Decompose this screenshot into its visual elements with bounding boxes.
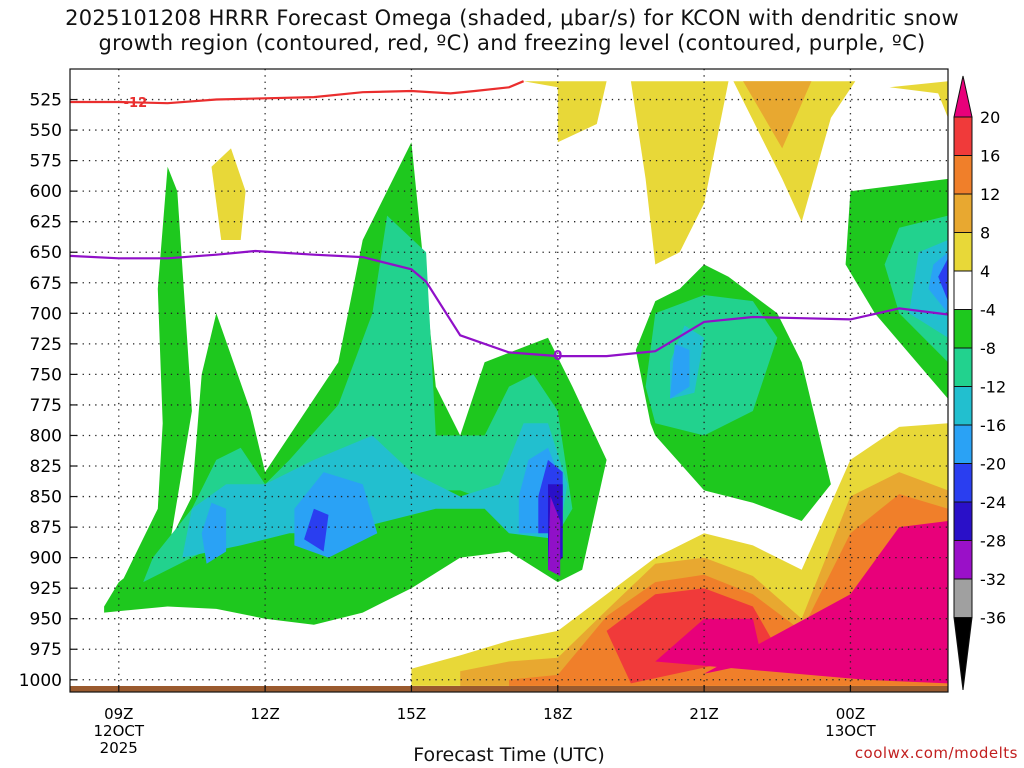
omega-region-4-10 [211,148,246,240]
y-tick-label-975: 975 [30,640,62,660]
x-tick-label-00Z: 00Z [836,705,865,723]
colorbar-swatch-4 [953,232,973,272]
colorbar-swatch-3 [953,193,973,233]
colorbar-bottom-arrow [953,617,973,691]
omega-region-8-8 [743,81,812,149]
dgz-contour-label: -12 [124,96,147,111]
colorbar-swatch-2 [953,155,973,195]
x-tick-label-18Z: 18Z [543,705,572,723]
x-tick-label-09Z: 09Z [104,705,133,723]
ground-strip [70,686,948,692]
colorbar-label--8: -8 [980,339,996,358]
y-tick-label-875: 875 [30,518,62,538]
x-tick-label-12Z: 12Z [250,705,279,723]
colorbar-label-8: 8 [980,224,990,243]
colorbar-label--16: -16 [980,416,1006,435]
omega-region--12-18 [182,423,568,558]
y-tick-label-550: 550 [30,121,62,141]
x-tick-label-21Z: 21Z [689,705,718,723]
omega-region--8-16 [645,295,778,436]
y-tick-label-725: 725 [30,335,62,355]
y-tick-label-700: 700 [30,304,62,324]
colorbar-label-20: 20 [980,108,1000,127]
dgz-contour-line [70,80,525,105]
colorbar-label-12: 12 [980,185,1000,204]
colorbar-label--12: -12 [980,378,1006,397]
y-tick-label-675: 675 [30,274,62,294]
colorbar-label-4: 4 [980,262,990,281]
y-tick-label-600: 600 [30,182,62,202]
y-tick-label-825: 825 [30,457,62,477]
chart-title: 2025101208 HRRR Forecast Omega (shaded, … [0,6,1024,56]
colorbar-swatch-5 [953,270,973,310]
freezing-level-line [70,249,948,358]
y-tick-label-525: 525 [30,91,62,111]
omega-region--16-21 [201,502,227,564]
omega-region-4-5 [523,81,607,143]
omega-region-20-4 [655,521,948,684]
colorbar-swatch-7 [953,347,973,387]
x-year-label-09Z: 2025 [100,739,138,757]
y-tick-label-900: 900 [30,549,62,569]
y-tick-label-950: 950 [30,610,62,630]
colorbar-swatch-13 [953,578,973,618]
colorbar-label--4: -4 [980,301,996,320]
omega-region--16-24 [670,343,690,399]
colorbar-swatch-1 [953,116,973,156]
y-tick-label-575: 575 [30,152,62,172]
x-date-label-09Z: 12OCT [94,722,145,740]
omega-region-4-6 [630,81,729,265]
chart-title-line1: 2025101208 HRRR Forecast Omega (shaded, … [65,6,959,30]
y-tick-label-775: 775 [30,396,62,416]
colorbar-label--20: -20 [980,455,1006,474]
x-date-label-00Z: 13OCT [825,722,876,740]
x-axis-label: Forecast Time (UTC) [413,744,605,766]
plot-frame [69,68,949,693]
colorbar-swatch-11 [953,501,973,541]
plot-area: -12 0 [70,69,948,692]
freezing-level-label: 0 [553,349,562,364]
y-tick-label-750: 750 [30,365,62,385]
y-tick-label-850: 850 [30,488,62,508]
y-tick-label-800: 800 [30,426,62,446]
colorbar-swatch-8 [953,386,973,426]
colorbar-swatch-12 [953,540,973,580]
colorbar-label--32: -32 [980,570,1006,589]
omega-region--20-26 [304,508,329,552]
y-tick-label-625: 625 [30,213,62,233]
colorbar-label-16: 16 [980,147,1000,166]
chart-title-line2: growth region (contoured, red, ºC) and f… [98,31,926,55]
colorbar-label--36: -36 [980,609,1006,628]
credit-link[interactable]: coolwx.com/modelts [854,744,1018,762]
colorbar-swatch-6 [953,309,973,349]
y-tick-label-650: 650 [30,243,62,263]
omega-region--20-28 [938,258,948,302]
omega-region--4-11 [118,166,192,597]
y-tick-label-1000: 1000 [19,671,62,691]
colorbar-label--24: -24 [980,493,1006,512]
colorbar-swatch-10 [953,463,973,503]
y-tick-label-925: 925 [30,579,62,599]
colorbar-swatch-9 [953,424,973,464]
colorbar-top-arrow [953,75,973,118]
x-tick-label-15Z: 15Z [397,705,426,723]
omega-region-4-9 [889,81,948,118]
colorbar-label--28: -28 [980,532,1006,551]
